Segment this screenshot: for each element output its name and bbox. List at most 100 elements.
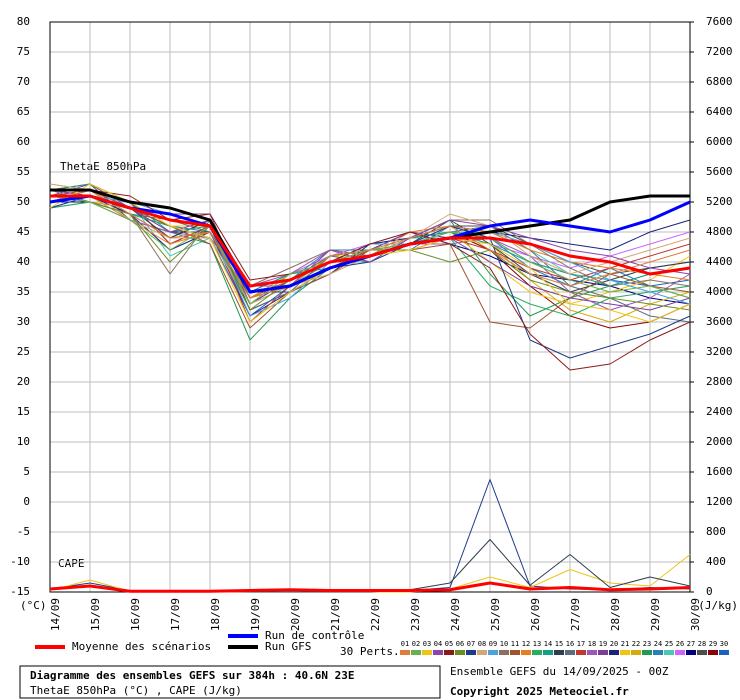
y-tick-label: -5 [17,525,30,538]
perts-label: 30 Perts. [340,645,400,658]
legend-label: 16 [566,640,574,648]
legend-swatch [477,650,487,655]
legend-label: Run de contrôle [265,629,364,642]
legend-label: 07 [467,640,475,648]
legend-label: 24 [654,640,662,648]
footer-subtitle: ThetaE 850hPa (°C) , CAPE (J/kg) [30,684,242,697]
x-tick-label: 14/09 [49,598,62,631]
y2-tick-label: 5600 [706,165,733,178]
x-tick-label: 23/09 [409,598,422,631]
legend-label: 22 [632,640,640,648]
y2-unit: (J/kg) [698,599,738,612]
y2-tick-label: 3200 [706,345,733,358]
legend-swatch [719,650,729,655]
y2-tick-label: 3600 [706,315,733,328]
legend-swatch [499,650,509,655]
y-tick-label: 10 [17,435,30,448]
legend-swatch [532,650,542,655]
series-line [49,581,691,593]
series-line [49,189,691,299]
legend-label: Moyenne des scénarios [72,640,211,653]
y2-tick-label: 4400 [706,255,733,268]
y-tick-label: 65 [17,105,30,118]
y2-tick-label: 4800 [706,225,733,238]
legend-label: 14 [544,640,552,648]
y-tick-label: 0 [23,495,30,508]
legend-label: 25 [665,640,673,648]
x-tick-label: 17/09 [169,598,182,631]
legend-label: 18 [588,640,596,648]
y-tick-label: 75 [17,45,30,58]
y-tick-label: 80 [17,15,30,28]
footer-copyright: Copyright 2025 Meteociel.fr [450,685,629,698]
x-tick-label: 30/09 [689,598,702,631]
y2-tick-label: 6800 [706,75,733,88]
legend-label: 15 [555,640,563,648]
legend-swatch [686,650,696,655]
series-line [49,189,691,287]
legend-swatch [587,650,597,655]
legend-label: 12 [522,640,530,648]
legend-swatch [664,650,674,655]
legend-label: 06 [456,640,464,648]
y-tick-label: 60 [17,135,30,148]
x-tick-label: 28/09 [609,598,622,631]
x-tick-label: 25/09 [489,598,502,631]
y-tick-label: 30 [17,315,30,328]
y2-tick-label: 0 [706,585,713,598]
legend-label: 30 [720,640,728,648]
legend-swatch [400,650,410,655]
x-tick-label: 27/09 [569,598,582,631]
legend-swatch [708,650,718,655]
y2-tick-label: 4000 [706,285,733,298]
legend-swatch [554,650,564,655]
y-tick-label: 35 [17,285,30,298]
legend-swatch [576,650,586,655]
y-tick-label: 50 [17,195,30,208]
x-tick-label: 15/09 [89,598,102,631]
y-tick-label: 25 [17,345,30,358]
y2-tick-label: 800 [706,525,726,538]
legend-label: 13 [533,640,541,648]
y2-tick-label: 2400 [706,405,733,418]
y2-tick-label: 2800 [706,375,733,388]
legend-swatch [444,650,454,655]
annotation: ThetaE 850hPa [60,160,146,173]
legend-label: 11 [511,640,519,648]
legend-swatch [697,650,707,655]
y2-tick-label: 7200 [706,45,733,58]
legend-swatch [488,650,498,655]
legend-label: 04 [434,640,442,648]
legend-label: 20 [610,640,618,648]
legend-label: 27 [687,640,695,648]
y2-tick-label: 2000 [706,435,733,448]
footer-title: Diagramme des ensembles GEFS sur 384h : … [30,669,355,682]
y2-tick-label: 1600 [706,465,733,478]
legend-label: 05 [445,640,453,648]
legend-label: 01 [401,640,409,648]
y-tick-label: 45 [17,225,30,238]
y2-tick-label: 400 [706,555,726,568]
legend-label: 09 [489,640,497,648]
y-unit: (°C) [20,599,47,612]
legend-swatch [620,650,630,655]
x-tick-label: 19/09 [249,598,262,631]
legend-label: 19 [599,640,607,648]
legend-label: 29 [709,640,717,648]
series-line [50,194,691,288]
legend-swatch [422,650,432,655]
legend-label: 08 [478,640,486,648]
legend-label: 03 [423,640,431,648]
x-tick-label: 16/09 [129,598,142,631]
legend-label: 02 [412,640,420,648]
y-tick-label: 20 [17,375,30,388]
y-tick-label: -15 [10,585,30,598]
legend-swatch [433,650,443,655]
legend-swatch [565,650,575,655]
legend-swatch [642,650,652,655]
y-tick-label: 15 [17,405,30,418]
legend-swatch [653,650,663,655]
x-tick-label: 22/09 [369,598,382,631]
y-tick-label: 70 [17,75,30,88]
x-tick-label: 24/09 [449,598,462,631]
